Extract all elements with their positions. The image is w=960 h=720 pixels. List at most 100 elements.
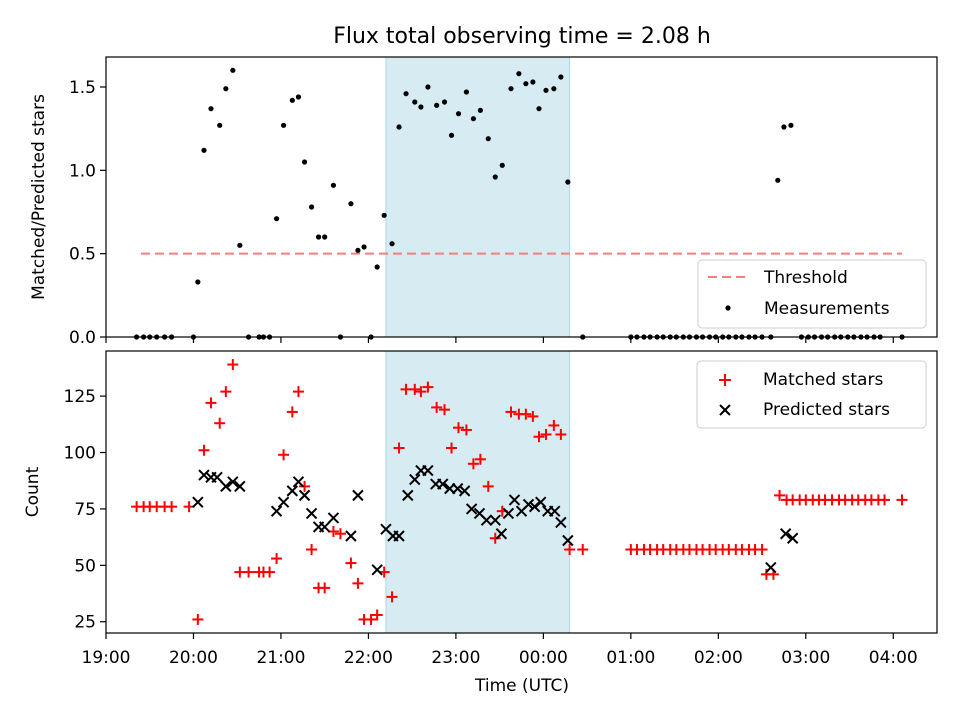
matched-star-point (422, 381, 434, 393)
legend-matched-label: Matched stars (763, 370, 883, 390)
matched-star-point (460, 424, 472, 436)
predicted-star-point (489, 514, 501, 526)
measurement-point (477, 107, 483, 113)
measurement-point (348, 201, 354, 207)
predicted-star-point (234, 480, 246, 493)
matched-star-point (879, 494, 891, 506)
predicted-star-point (451, 482, 464, 495)
matched-star-point (299, 480, 311, 492)
measurement-point (781, 124, 787, 130)
measurement-point (273, 216, 280, 222)
predicted-star-point (286, 485, 299, 497)
predicted-star-point (371, 564, 383, 576)
matched-star-point (319, 582, 331, 594)
measurement-point (499, 162, 505, 168)
matched-star-point (214, 417, 226, 429)
measurement-point (485, 136, 491, 142)
measurement-point (412, 99, 418, 105)
measurement-point (217, 122, 223, 128)
measurement-point (558, 74, 564, 80)
measurement-point (237, 242, 243, 248)
bottom-x-axis-ticks: 19:00 20:00 21:00 22:00 23:00 00:00 01:00 02:00… (82, 633, 918, 668)
y-tick-label: 125 (64, 387, 96, 407)
predicted-star-point (422, 464, 434, 477)
x-tick-label: 03:00 (781, 648, 830, 668)
predicted-star-point (327, 512, 340, 524)
measurement-point (389, 241, 395, 247)
measurement-point (425, 84, 431, 90)
measurement-point (543, 87, 549, 93)
predicted-star-point (495, 528, 508, 540)
measurement-point (530, 79, 536, 85)
measurement-point (788, 122, 794, 128)
matched-star-point (166, 501, 178, 513)
measurement-point (322, 234, 328, 240)
predicted-star-point (508, 494, 521, 506)
measurement-point (330, 182, 337, 188)
measurement-point (441, 99, 448, 105)
x-tick-label: 23:00 (431, 648, 480, 668)
measurement-point (308, 204, 315, 210)
matched-star-point (345, 557, 357, 569)
y-tick-label: 50 (74, 556, 96, 576)
measurement-point (403, 91, 409, 97)
matched-star-point (371, 609, 383, 621)
predicted-star-point (393, 530, 405, 542)
measurement-point (536, 106, 542, 112)
measurement-point (381, 212, 387, 218)
matched-star-point (896, 494, 908, 506)
x-tick-label: 01:00 (606, 648, 655, 668)
measurement-point (301, 159, 308, 165)
predicted-star-point (437, 478, 449, 490)
measurement-point (463, 89, 469, 95)
top-observing-span (385, 56, 571, 338)
measurement-point (374, 264, 380, 270)
matched-star-point (393, 442, 405, 454)
predicted-star-point (198, 469, 210, 481)
predicted-star-point (465, 503, 478, 515)
y-tick-label: 1.5 (69, 78, 96, 98)
legend-matched-swatch (719, 374, 731, 386)
matched-star-point (365, 613, 377, 625)
matched-star-point (205, 397, 217, 409)
predicted-star-point (522, 498, 535, 511)
measurement-point (455, 111, 462, 117)
top-y-axis-ticks: 0.0 0.5 1.0 1.5 (69, 78, 106, 348)
matched-star-point (192, 613, 204, 625)
x-tick-label: 22:00 (344, 648, 393, 668)
matched-star-point (198, 444, 210, 456)
matched-star-point (264, 566, 276, 578)
predicted-star-point (409, 473, 421, 486)
y-tick-label: 25 (74, 613, 96, 633)
legend-measurements-label: Measurements (764, 299, 890, 319)
matched-star-point (243, 566, 255, 578)
bottom-y-axis-ticks: 25 50 75 100 125 (64, 387, 106, 633)
measurement-point (230, 67, 236, 73)
top-legend-box (697, 259, 927, 329)
bottom-legend: Matched stars Predicted stars (696, 360, 927, 429)
matched-star-point (533, 431, 545, 443)
matched-star-point (431, 401, 443, 413)
measurement-point (223, 86, 229, 92)
predicted-star-point (227, 476, 239, 488)
matched-star-point (306, 544, 318, 556)
matched-star-point (446, 442, 458, 454)
predicted-star-point (765, 561, 777, 574)
predicted-star-point (502, 507, 515, 520)
measurement-point (775, 177, 781, 183)
predicted-stars-points (192, 464, 799, 576)
matched-star-point (756, 544, 768, 556)
measurement-point (516, 71, 522, 77)
y-tick-label: 0.0 (69, 328, 96, 348)
matched-star-point (334, 528, 346, 540)
measurement-point (201, 147, 207, 153)
matched-star-point (505, 406, 517, 418)
x-tick-label: 00:00 (519, 648, 568, 668)
predicted-star-point (555, 516, 567, 529)
bottom-y-axis-label: Count (23, 466, 43, 517)
matched-star-point (540, 428, 552, 440)
measurement-point (315, 234, 322, 240)
measurement-points (134, 67, 905, 340)
measurement-point (565, 179, 571, 185)
chart-title: Flux total observing time = 2.08 h (333, 24, 711, 49)
